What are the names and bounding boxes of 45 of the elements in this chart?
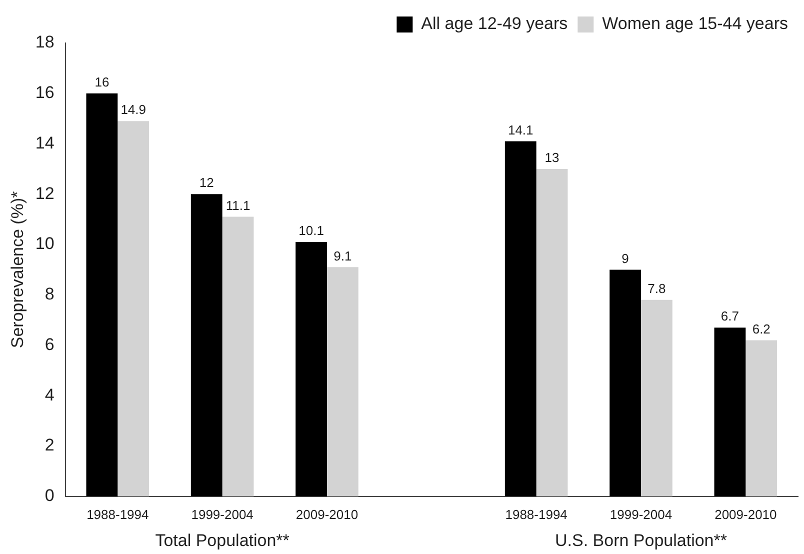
data-label: 14.9 bbox=[120, 102, 146, 118]
legend-label: Women age 15-44 years bbox=[602, 14, 788, 34]
bar bbox=[86, 93, 118, 496]
data-label: 10.1 bbox=[298, 223, 324, 238]
data-label: 7.8 bbox=[648, 281, 666, 296]
x-tick-label: 2009-2010 bbox=[714, 506, 777, 522]
y-tick-label: 14 bbox=[35, 133, 54, 152]
data-label: 6.2 bbox=[752, 321, 770, 336]
y-tick-label: 2 bbox=[44, 436, 54, 455]
y-tick-label: 4 bbox=[44, 385, 54, 404]
bar bbox=[746, 340, 778, 496]
data-label: 13 bbox=[544, 150, 560, 166]
y-tick-label: 16 bbox=[35, 83, 54, 102]
y-tick-label: 12 bbox=[35, 184, 54, 203]
bar bbox=[640, 300, 672, 496]
bar bbox=[536, 168, 568, 496]
y-tick-label: 8 bbox=[44, 284, 54, 304]
y-tick-label: 18 bbox=[35, 32, 54, 52]
bar bbox=[222, 216, 254, 496]
bar bbox=[610, 270, 641, 496]
data-label: 9.1 bbox=[334, 248, 352, 264]
y-tick-label: 10 bbox=[35, 234, 54, 254]
data-label: 9 bbox=[622, 250, 629, 266]
bar bbox=[190, 194, 222, 496]
y-tick-label: 6 bbox=[44, 334, 54, 354]
text: Total Population** bbox=[155, 531, 290, 550]
bar bbox=[504, 141, 536, 496]
data-label: 12 bbox=[199, 175, 214, 190]
bar bbox=[118, 121, 150, 496]
x-tick-label: 1988-1994 bbox=[86, 506, 149, 522]
x-tick-label: 2009-2010 bbox=[296, 506, 358, 522]
data-label: 14.1 bbox=[508, 122, 534, 138]
y-tick-label: 0 bbox=[44, 486, 54, 506]
text: U.S. Born Population** bbox=[554, 531, 728, 550]
bar bbox=[326, 267, 358, 496]
x-tick-label: 1999-2004 bbox=[610, 506, 672, 522]
legend-label: All age 12-49 years bbox=[421, 14, 568, 34]
bar bbox=[296, 242, 327, 496]
y-axis-title: Seroprevalence (%)* bbox=[8, 190, 27, 348]
data-label: 6.7 bbox=[720, 308, 740, 324]
x-tick-label: 1988-1994 bbox=[505, 506, 568, 522]
data-label: 16 bbox=[94, 74, 110, 90]
bar bbox=[714, 328, 746, 496]
x-tick-label: 1999-2004 bbox=[191, 506, 254, 522]
data-label: 11.1 bbox=[226, 198, 250, 213]
